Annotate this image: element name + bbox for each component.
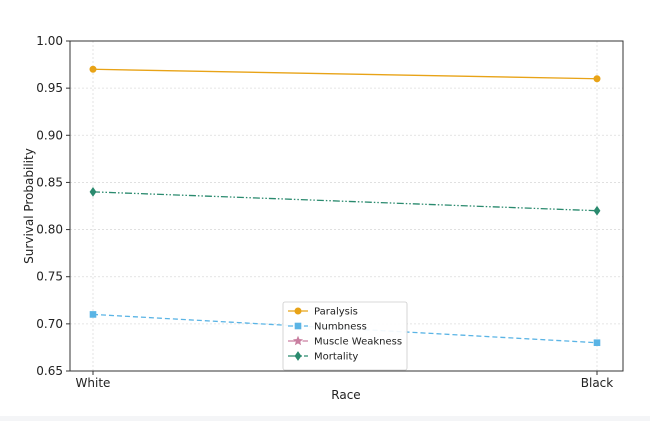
x-tick-label: White bbox=[76, 376, 111, 390]
y-tick-label: 0.65 bbox=[36, 364, 63, 378]
legend-label: Numbness bbox=[314, 322, 367, 333]
y-tick-label: 0.80 bbox=[36, 223, 63, 237]
series-line-0 bbox=[92, 68, 598, 80]
y-tick-label: 0.75 bbox=[36, 270, 63, 284]
legend-label: Mortality bbox=[314, 352, 358, 363]
data-point-0 bbox=[593, 75, 601, 83]
legend-label: Paralysis bbox=[314, 307, 358, 318]
x-axis: White Black bbox=[76, 371, 614, 390]
data-point-3 bbox=[593, 205, 601, 216]
y-axis: 0.65 0.70 0.75 0.80 0.85 0.90 0.95 1.00 bbox=[36, 34, 70, 378]
plot-frame bbox=[69, 40, 624, 372]
y-tick-label: 0.70 bbox=[36, 317, 63, 331]
legend-marker bbox=[294, 307, 302, 315]
y-tick-label: 0.95 bbox=[36, 81, 63, 95]
legend-box bbox=[282, 301, 408, 371]
legend-marker bbox=[292, 335, 304, 346]
legend-label: Muscle Weakness bbox=[314, 337, 402, 348]
data-point-3 bbox=[89, 186, 97, 197]
data-point-0 bbox=[89, 65, 97, 73]
data-point-1 bbox=[593, 339, 601, 347]
y-tick-label: 0.90 bbox=[36, 128, 63, 142]
legend: Paralysis Numbness Muscle Weakness Mortalit… bbox=[282, 301, 408, 371]
y-tick-label: 1.00 bbox=[36, 34, 63, 48]
legend-marker bbox=[294, 351, 302, 361]
data-point-1 bbox=[89, 311, 97, 318]
y-tick-label: 0.85 bbox=[36, 175, 63, 189]
legend-marker bbox=[294, 322, 302, 330]
x-tick-label: Black bbox=[581, 376, 614, 390]
series-line-3 bbox=[92, 191, 598, 212]
x-axis-label: Race bbox=[331, 388, 360, 402]
y-axis-label: Survival Probability bbox=[22, 148, 36, 264]
